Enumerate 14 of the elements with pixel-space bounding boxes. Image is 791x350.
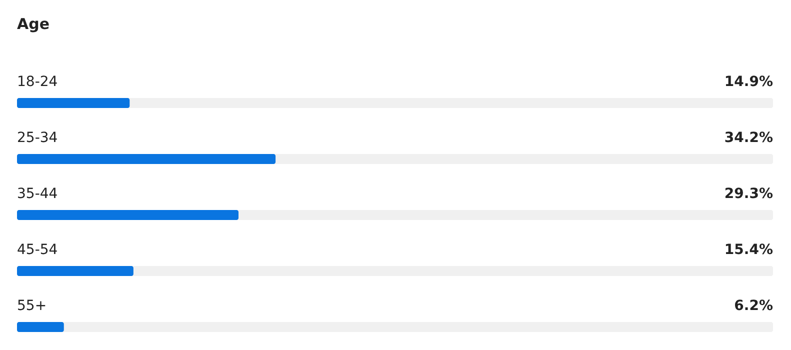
y-tick-label: 18-24 — [17, 74, 58, 90]
y-tick-label: 45-54 — [17, 242, 58, 258]
data-label: 29.3% — [724, 186, 773, 202]
data-label: 6.2% — [734, 298, 773, 314]
data-label: 14.9% — [724, 74, 773, 90]
y-tick-label: 35-44 — [17, 186, 58, 202]
chart-title: Age — [17, 15, 50, 33]
y-tick-label: 55+ — [17, 298, 47, 314]
data-label: 15.4% — [724, 242, 773, 258]
bar — [17, 98, 130, 108]
bar — [17, 322, 64, 332]
bar — [17, 266, 134, 276]
y-tick-label: 25-34 — [17, 130, 58, 146]
data-label: 34.2% — [724, 130, 773, 146]
